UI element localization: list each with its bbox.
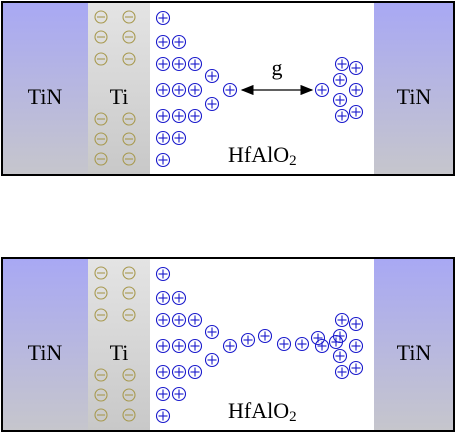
panel: TiN Ti TiN HfAlO2 <box>2 258 454 431</box>
left-electrode-label: TiN <box>28 340 63 365</box>
oxide-subscript: 2 <box>289 153 297 169</box>
oxide-label: HfAlO2 <box>228 398 297 425</box>
interlayer-label: Ti <box>110 340 129 365</box>
oxide-subscript: 2 <box>289 409 297 425</box>
gap-label: g <box>272 55 283 80</box>
figure: gTiNTiTiNHfAlO2TiNTiTiNHfAlO2 <box>0 0 456 433</box>
oxide-name: HfAlO <box>228 142 289 167</box>
oxide-name: HfAlO <box>228 398 289 423</box>
panel: g TiN Ti TiN HfAlO2 <box>2 2 454 175</box>
right-electrode-label: TiN <box>397 84 432 109</box>
left-electrode-label: TiN <box>28 84 63 109</box>
interlayer-label: Ti <box>110 84 129 109</box>
oxide-label: HfAlO2 <box>228 142 297 169</box>
right-electrode-label: TiN <box>397 340 432 365</box>
